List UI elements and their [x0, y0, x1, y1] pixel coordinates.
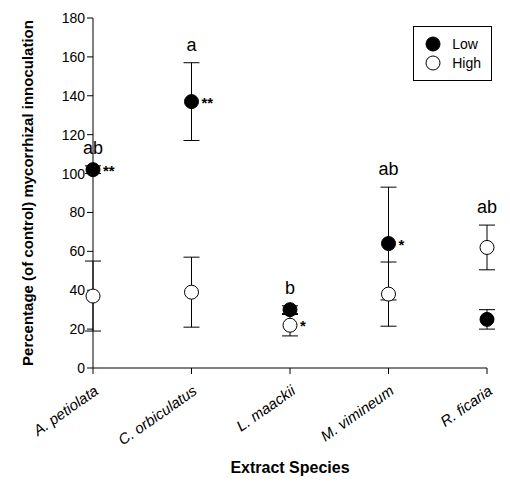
svg-text:*: *: [300, 317, 306, 334]
svg-text:20: 20: [69, 321, 85, 337]
svg-text:100: 100: [62, 166, 86, 182]
html-text:Low: Low: [452, 36, 478, 52]
svg-text:0: 0: [77, 360, 85, 376]
svg-text:Extract Species: Extract Species: [230, 459, 349, 476]
svg-text:Percentage (of control) mycorr: Percentage (of control) mycorrhizal inno…: [19, 20, 36, 366]
svg-text:160: 160: [62, 49, 86, 65]
svg-text:80: 80: [69, 204, 85, 220]
svg-text:a: a: [186, 35, 197, 55]
svg-text:**: **: [202, 94, 214, 111]
svg-text:ab: ab: [83, 138, 103, 158]
svg-text:b: b: [285, 278, 295, 298]
svg-text:ab: ab: [477, 197, 497, 217]
svg-text:180: 180: [62, 10, 86, 26]
svg-text:M. vimineum: M. vimineum: [317, 382, 396, 445]
svg-text:L. maackii: L. maackii: [233, 381, 299, 434]
svg-text:60: 60: [69, 243, 85, 259]
svg-text:*: *: [399, 236, 405, 253]
svg-text:ab: ab: [378, 159, 398, 179]
svg-text:140: 140: [62, 88, 86, 104]
svg-text:C. orbiculatus: C. orbiculatus: [115, 381, 200, 448]
svg-text:R. ficaria: R. ficaria: [437, 382, 495, 430]
svg-text:40: 40: [69, 282, 85, 298]
svg-text:A. petiolata: A. petiolata: [29, 382, 101, 440]
svg-text:**: **: [103, 162, 115, 179]
html-text:High: High: [452, 55, 481, 71]
svg-text:120: 120: [62, 127, 86, 143]
